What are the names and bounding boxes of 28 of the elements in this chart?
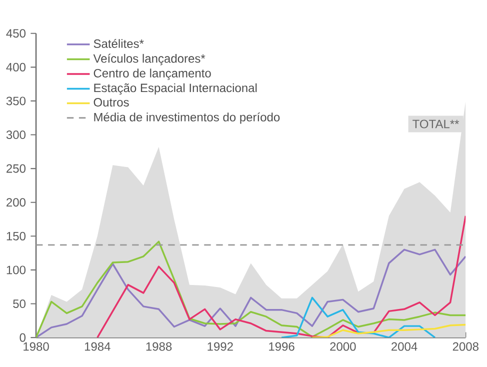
legend-label: Estação Espacial Internacional [94,83,257,95]
line-series [280,296,436,338]
x-tick-label: 1984 [84,342,110,351]
x-tick-label: 2008 [452,342,478,351]
line-series [311,324,466,338]
legend-label: Satélites* [94,39,144,48]
y-tick-label: 100 [6,266,26,274]
y-tick-label: 450 [6,29,26,38]
legend-label: Centro de lançamento [94,68,211,80]
legend-label: Veículos lançadores* [93,54,206,66]
x-tick-label: 2000 [330,342,356,351]
x-tick-label: 1980 [24,342,49,351]
x-tick-label: 1996 [269,342,294,351]
y-tick-label: 350 [6,96,26,106]
y-tick-label: 300 [6,130,26,140]
y-tick-label: 50 [13,300,26,308]
y-tick-label: 0 [20,333,26,342]
x-tick-label: 1988 [146,342,172,351]
legend-label: Outros [94,98,129,107]
series-label: TOTAL** [412,120,460,128]
legend-label: Média de investimentos do período [94,112,280,124]
y-tick-label: 400 [6,62,26,72]
y-tick-label: 150 [6,232,26,240]
x-tick-label: 1992 [208,342,233,351]
y-tick-label: 200 [6,198,26,207]
y-tick-label: 250 [6,164,26,173]
line-series [96,215,466,338]
x-tick-label: 2004 [392,342,418,351]
